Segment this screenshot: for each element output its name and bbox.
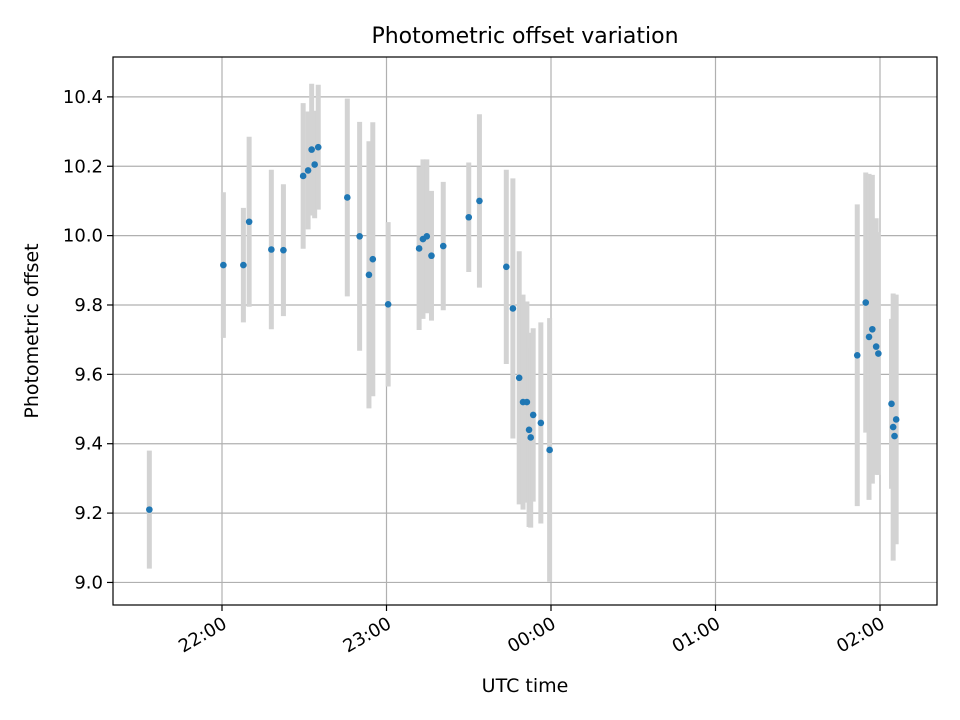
data-point	[428, 252, 435, 260]
data-point	[869, 325, 876, 333]
y-tick-label: 9.4	[74, 434, 103, 455]
data-point	[146, 506, 153, 513]
data-point	[527, 434, 535, 441]
data-point	[503, 263, 510, 271]
data-point	[865, 333, 873, 341]
data-point	[311, 161, 318, 168]
data-point	[304, 167, 312, 174]
data-point	[465, 213, 473, 221]
chart-title: Photometric offset variation	[371, 24, 678, 49]
data-point	[423, 233, 431, 240]
data-point	[415, 245, 423, 252]
data-point	[220, 261, 227, 269]
data-point	[245, 218, 253, 226]
data-point	[853, 351, 861, 359]
data-point	[872, 343, 880, 350]
data-point	[546, 446, 553, 454]
data-point	[889, 423, 897, 431]
data-point	[892, 416, 900, 423]
data-point	[509, 305, 517, 312]
data-point	[537, 419, 545, 427]
data-point	[529, 411, 537, 419]
data-point	[314, 143, 322, 151]
x-axis-label: UTC time	[482, 675, 569, 697]
data-point	[515, 374, 523, 382]
data-point	[476, 197, 483, 205]
data-point	[356, 233, 363, 240]
data-point	[240, 261, 247, 269]
data-point	[308, 146, 315, 153]
y-axis-label: Photometric offset	[21, 243, 43, 418]
data-point	[888, 400, 895, 408]
y-axis-ticks: 9.0 9.2 9.4 9.6 9.8 10.0 10.2 10.4	[63, 87, 113, 593]
data-point	[369, 255, 377, 263]
y-tick-label: 9.2	[74, 503, 103, 524]
y-tick-label: 9.8	[74, 295, 103, 316]
y-tick-label: 10.0	[63, 226, 103, 247]
data-point	[343, 194, 351, 201]
data-point	[875, 350, 882, 357]
data-point	[862, 299, 870, 306]
y-tick-label: 9.0	[74, 572, 103, 593]
data-point	[280, 246, 287, 254]
plot-frame	[112, 56, 938, 606]
data-point	[384, 300, 392, 308]
data-point	[523, 398, 531, 406]
data-point	[525, 426, 533, 434]
data-point	[439, 242, 447, 250]
data-point	[268, 246, 275, 253]
y-tick-label: 10.2	[63, 156, 103, 177]
y-tick-label: 9.6	[74, 364, 103, 385]
y-tick-label: 10.4	[63, 87, 103, 108]
data-point	[891, 432, 898, 440]
data-markers	[146, 143, 900, 513]
data-point	[299, 172, 307, 180]
data-point	[365, 271, 373, 279]
